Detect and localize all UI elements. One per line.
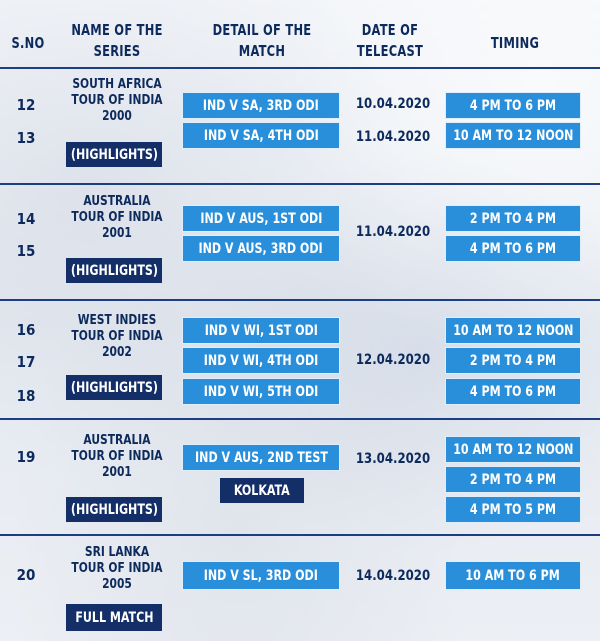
timing-slot: 10 AM TO 12 NOON xyxy=(445,436,581,463)
timing-slot: 4 PM TO 6 PM xyxy=(445,235,581,262)
series-name-line2: TOUR OF INDIA xyxy=(71,560,163,576)
series-name-line1: WEST INDIES xyxy=(77,312,157,328)
header-timing: TIMING xyxy=(490,34,540,52)
highlights-badge: (HIGHLIGHTS) xyxy=(66,142,162,167)
sno-13: 13 xyxy=(16,129,36,147)
series-name-line2: TOUR OF INDIA xyxy=(71,448,163,464)
timing-slot: 4 PM TO 6 PM xyxy=(445,378,581,405)
venue-badge: KOLKATA xyxy=(220,478,304,503)
sno-18: 18 xyxy=(16,387,36,405)
sno-15: 15 xyxy=(16,242,36,260)
timing-slot: 10 AM TO 12 NOON xyxy=(445,317,581,344)
timing-slot: 2 PM TO 4 PM xyxy=(445,205,581,232)
telecast-date: 11.04.2020 xyxy=(355,129,431,145)
row-divider xyxy=(0,299,600,301)
match-detail: IND V SA, 3RD ODI xyxy=(182,92,340,119)
telecast-date: 13.04.2020 xyxy=(355,451,431,467)
row-divider xyxy=(0,534,600,536)
header-divider xyxy=(0,67,600,69)
sno-20: 20 xyxy=(16,566,36,584)
match-detail: IND V WI, 5TH ODI xyxy=(182,378,340,405)
match-detail: IND V AUS, 2ND TEST xyxy=(182,444,340,471)
header-date: DATE OF TELECAST xyxy=(356,21,424,60)
timing-slot: 4 PM TO 5 PM xyxy=(445,496,581,523)
highlights-badge: (HIGHLIGHTS) xyxy=(66,258,162,283)
timing-slot: 10 AM TO 6 PM xyxy=(445,561,581,590)
match-detail: IND V AUS, 1ST ODI xyxy=(182,205,340,232)
header-series: NAME OF THE SERIES xyxy=(71,21,163,60)
header-sno: S.NO xyxy=(11,34,45,52)
telecast-date: 14.04.2020 xyxy=(355,568,431,584)
series-name-line3: 2005 xyxy=(102,576,132,592)
series-name-line3: 2002 xyxy=(102,344,132,360)
series-name-line1: SRI LANKA xyxy=(84,544,150,560)
sno-12: 12 xyxy=(16,96,36,114)
series-name-line2: TOUR OF INDIA xyxy=(71,328,163,344)
header-detail: DETAIL OF THE MATCH xyxy=(212,21,312,60)
series-name-line2: TOUR OF INDIA xyxy=(71,92,163,108)
sno-19: 19 xyxy=(16,448,36,466)
match-detail: IND V WI, 4TH ODI xyxy=(182,347,340,374)
series-name-line3: 2000 xyxy=(102,108,132,124)
row-divider xyxy=(0,418,600,420)
telecast-date: 12.04.2020 xyxy=(355,352,431,368)
timing-slot: 4 PM TO 6 PM xyxy=(445,92,581,119)
row-divider xyxy=(0,183,600,185)
timing-slot: 10 AM TO 12 NOON xyxy=(445,122,581,149)
sno-16: 16 xyxy=(16,321,36,339)
timing-slot: 2 PM TO 4 PM xyxy=(445,347,581,374)
telecast-date: 11.04.2020 xyxy=(355,224,431,240)
sno-17: 17 xyxy=(16,353,36,371)
telecast-date: 10.04.2020 xyxy=(355,96,431,112)
match-detail: IND V SL, 3RD ODI xyxy=(182,561,340,590)
timing-slot: 2 PM TO 4 PM xyxy=(445,466,581,493)
match-detail: IND V WI, 1ST ODI xyxy=(182,317,340,344)
full-match-badge: FULL MATCH xyxy=(66,604,162,631)
series-name-line1: AUSTRALIA xyxy=(83,432,151,448)
sno-14: 14 xyxy=(16,210,36,228)
series-name-line3: 2001 xyxy=(102,225,132,241)
match-detail: IND V SA, 4TH ODI xyxy=(182,122,340,149)
match-detail: IND V AUS, 3RD ODI xyxy=(182,235,340,262)
series-name-line1: AUSTRALIA xyxy=(83,193,151,209)
highlights-badge: (HIGHLIGHTS) xyxy=(66,497,162,522)
series-name-line1: SOUTH AFRICA xyxy=(72,76,162,92)
highlights-badge: (HIGHLIGHTS) xyxy=(66,375,162,400)
series-name-line3: 2001 xyxy=(102,464,132,480)
series-name-line2: TOUR OF INDIA xyxy=(71,209,163,225)
